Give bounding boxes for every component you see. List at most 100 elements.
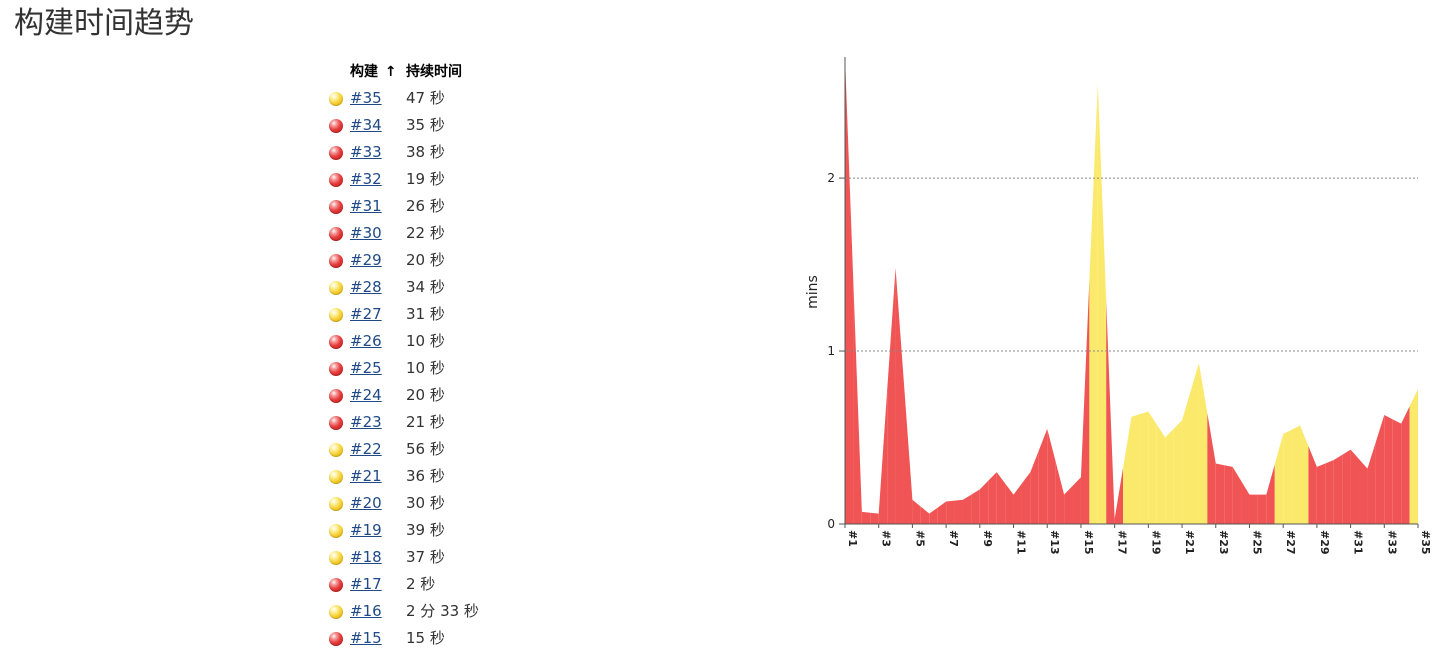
yellow-ball-icon <box>329 524 343 538</box>
area-segment-build-6 <box>929 508 937 524</box>
build-link[interactable]: #27 <box>350 305 382 323</box>
duration-cell: 38 秒 <box>406 138 479 165</box>
x-tick-label: #27 <box>1284 530 1297 555</box>
x-tick-label: #25 <box>1250 530 1263 555</box>
table-row: #23 21 秒 <box>326 408 479 435</box>
table-row: #25 10 秒 <box>326 354 479 381</box>
build-link[interactable]: #23 <box>350 413 382 431</box>
duration-cell: 19 秒 <box>406 165 479 192</box>
duration-cell: 10 秒 <box>406 327 479 354</box>
duration-column-header[interactable]: 持续时间 <box>406 58 479 84</box>
build-link[interactable]: #31 <box>350 197 382 215</box>
area-segment-build-25 <box>1249 495 1257 524</box>
area-segment-build-8 <box>955 500 963 524</box>
build-link[interactable]: #35 <box>350 89 382 107</box>
build-link[interactable]: #21 <box>350 467 382 485</box>
build-column-header[interactable]: 构建 ↑ <box>350 58 406 84</box>
area-segment-build-1 <box>845 57 853 524</box>
status-cell <box>326 354 350 381</box>
area-segment-build-17 <box>1115 468 1123 524</box>
area-segment-build-13 <box>1039 429 1047 524</box>
status-cell <box>326 570 350 597</box>
status-cell <box>326 300 350 327</box>
area-segment-build-33 <box>1376 415 1384 524</box>
table-row: #29 20 秒 <box>326 246 479 273</box>
build-link[interactable]: #25 <box>350 359 382 377</box>
status-cell <box>326 273 350 300</box>
build-cell: #24 <box>350 381 406 408</box>
build-link[interactable]: #28 <box>350 278 382 296</box>
red-ball-icon <box>329 578 343 592</box>
area-segment-build-20 <box>1165 429 1173 524</box>
x-tick-label: #21 <box>1183 530 1196 555</box>
area-segment-build-25 <box>1241 481 1249 524</box>
duration-column-label[interactable]: 持续时间 <box>406 64 462 80</box>
x-tick-label: #5 <box>913 530 926 547</box>
area-segment-build-2 <box>862 512 870 524</box>
build-link[interactable]: #30 <box>350 224 382 242</box>
area-segment-build-23 <box>1216 463 1224 524</box>
area-segment-build-16 <box>1098 83 1106 524</box>
area-segment-build-4 <box>887 268 895 524</box>
area-segment-build-4 <box>896 268 904 524</box>
build-time-table: 构建 ↑ 持续时间 #35 47 秒 #34 35 秒 #33 38 秒 #32 19 秒 #3… <box>326 58 479 651</box>
build-link[interactable]: #20 <box>350 494 382 512</box>
chart-area-segments <box>845 57 1418 524</box>
area-segment-build-19 <box>1148 412 1156 524</box>
build-link[interactable]: #34 <box>350 116 382 134</box>
build-cell: #25 <box>350 354 406 381</box>
build-cell: #31 <box>350 192 406 219</box>
duration-cell: 2 分 33 秒 <box>406 597 479 624</box>
build-link[interactable]: #29 <box>350 251 382 269</box>
duration-cell: 22 秒 <box>406 219 479 246</box>
build-link[interactable]: #17 <box>350 575 382 593</box>
red-ball-icon <box>329 200 343 214</box>
area-segment-build-15 <box>1081 280 1089 524</box>
build-link[interactable]: #15 <box>350 629 382 647</box>
build-cell: #22 <box>350 435 406 462</box>
duration-cell: 26 秒 <box>406 192 479 219</box>
red-ball-icon <box>329 119 343 133</box>
area-segment-build-30 <box>1334 455 1342 524</box>
status-cell <box>326 408 350 435</box>
area-segment-build-15 <box>1073 477 1081 524</box>
area-segment-build-34 <box>1401 406 1409 524</box>
build-link[interactable]: #22 <box>350 440 382 458</box>
page-title: 构建时间趋势 <box>14 4 194 44</box>
area-segment-build-35 <box>1410 389 1418 524</box>
area-segment-build-29 <box>1317 463 1325 524</box>
area-segment-build-3 <box>870 513 878 524</box>
build-link[interactable]: #19 <box>350 521 382 539</box>
area-segment-build-11 <box>1005 483 1013 524</box>
duration-cell: 2 秒 <box>406 570 479 597</box>
build-link[interactable]: #32 <box>350 170 382 188</box>
build-link[interactable]: #33 <box>350 143 382 161</box>
build-link[interactable]: #18 <box>350 548 382 566</box>
build-link[interactable]: #16 <box>350 602 382 620</box>
build-cell: #29 <box>350 246 406 273</box>
table-row: #17 2 秒 <box>326 570 479 597</box>
area-segment-build-18 <box>1123 417 1131 524</box>
table-row: #18 37 秒 <box>326 543 479 570</box>
status-cell <box>326 138 350 165</box>
x-tick-label: #15 <box>1082 530 1095 555</box>
table-row: #24 20 秒 <box>326 381 479 408</box>
x-tick-label: #29 <box>1318 530 1331 555</box>
build-link[interactable]: #26 <box>350 332 382 350</box>
yellow-ball-icon <box>329 551 343 565</box>
x-tick-label: #3 <box>880 530 893 547</box>
red-ball-icon <box>329 254 343 268</box>
sort-arrow-icon[interactable]: ↑ <box>385 64 397 80</box>
table-row: #34 35 秒 <box>326 111 479 138</box>
build-column-label[interactable]: 构建 <box>350 64 378 80</box>
build-link[interactable]: #24 <box>350 386 382 404</box>
area-segment-build-5 <box>904 384 912 524</box>
y-tick-label: 2 <box>827 171 835 185</box>
status-cell <box>326 543 350 570</box>
yellow-ball-icon <box>329 470 343 484</box>
duration-cell: 15 秒 <box>406 624 479 651</box>
table-row: #22 56 秒 <box>326 435 479 462</box>
area-segment-build-26 <box>1258 495 1266 524</box>
yellow-ball-icon <box>329 497 343 511</box>
x-tick-label: #17 <box>1116 530 1129 555</box>
